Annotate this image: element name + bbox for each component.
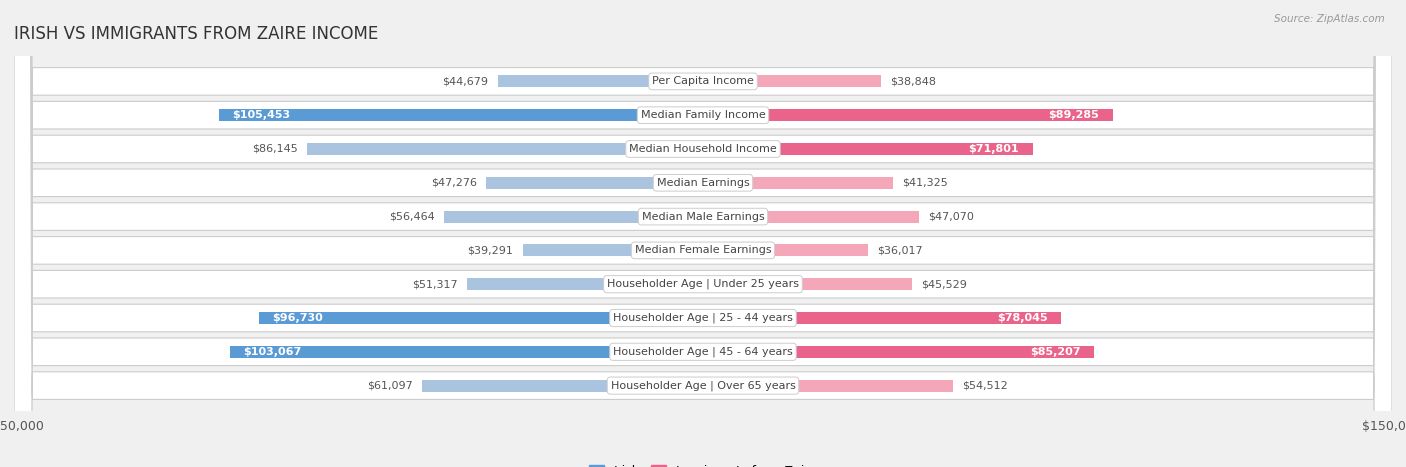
- FancyBboxPatch shape: [14, 0, 1392, 467]
- FancyBboxPatch shape: [14, 0, 1392, 467]
- Text: Householder Age | Under 25 years: Householder Age | Under 25 years: [607, 279, 799, 290]
- Bar: [703, 312, 1062, 324]
- FancyBboxPatch shape: [14, 0, 1392, 467]
- Bar: [486, 177, 703, 189]
- Text: Median Family Income: Median Family Income: [641, 110, 765, 120]
- Text: $38,848: $38,848: [890, 77, 936, 86]
- Bar: [703, 244, 869, 256]
- Text: $54,512: $54,512: [963, 381, 1008, 390]
- Text: Median Household Income: Median Household Income: [628, 144, 778, 154]
- Text: $96,730: $96,730: [273, 313, 323, 323]
- Text: Per Capita Income: Per Capita Income: [652, 77, 754, 86]
- Bar: [703, 143, 1033, 155]
- Text: $78,045: $78,045: [997, 313, 1047, 323]
- FancyBboxPatch shape: [14, 0, 1392, 467]
- Text: $105,453: $105,453: [232, 110, 291, 120]
- FancyBboxPatch shape: [14, 0, 1392, 467]
- Bar: [703, 75, 882, 87]
- Bar: [259, 312, 703, 324]
- Text: Median Male Earnings: Median Male Earnings: [641, 212, 765, 222]
- Text: $86,145: $86,145: [253, 144, 298, 154]
- Legend: Irish, Immigrants from Zaire: Irish, Immigrants from Zaire: [583, 460, 823, 467]
- Text: IRISH VS IMMIGRANTS FROM ZAIRE INCOME: IRISH VS IMMIGRANTS FROM ZAIRE INCOME: [14, 25, 378, 43]
- Bar: [444, 211, 703, 223]
- FancyBboxPatch shape: [14, 0, 1392, 467]
- Bar: [422, 380, 703, 392]
- Bar: [703, 177, 893, 189]
- Text: $47,276: $47,276: [430, 178, 477, 188]
- Bar: [229, 346, 703, 358]
- Text: $85,207: $85,207: [1031, 347, 1081, 357]
- Bar: [703, 109, 1114, 121]
- FancyBboxPatch shape: [14, 0, 1392, 467]
- Text: Householder Age | Over 65 years: Householder Age | Over 65 years: [610, 380, 796, 391]
- Text: Median Female Earnings: Median Female Earnings: [634, 245, 772, 255]
- FancyBboxPatch shape: [14, 0, 1392, 467]
- Text: Median Earnings: Median Earnings: [657, 178, 749, 188]
- Text: Householder Age | 45 - 64 years: Householder Age | 45 - 64 years: [613, 347, 793, 357]
- Text: $41,325: $41,325: [903, 178, 948, 188]
- Bar: [467, 278, 703, 290]
- Text: $71,801: $71,801: [969, 144, 1019, 154]
- Bar: [703, 211, 920, 223]
- FancyBboxPatch shape: [14, 0, 1392, 467]
- Bar: [703, 380, 953, 392]
- Bar: [523, 244, 703, 256]
- Text: $45,529: $45,529: [921, 279, 967, 289]
- Bar: [703, 346, 1094, 358]
- Text: $103,067: $103,067: [243, 347, 302, 357]
- FancyBboxPatch shape: [14, 0, 1392, 467]
- Bar: [703, 278, 912, 290]
- Text: $61,097: $61,097: [367, 381, 413, 390]
- Text: $47,070: $47,070: [928, 212, 974, 222]
- Text: Householder Age | 25 - 44 years: Householder Age | 25 - 44 years: [613, 313, 793, 323]
- Text: $56,464: $56,464: [388, 212, 434, 222]
- Text: $39,291: $39,291: [467, 245, 513, 255]
- Text: $89,285: $89,285: [1049, 110, 1099, 120]
- Bar: [498, 75, 703, 87]
- Text: $51,317: $51,317: [412, 279, 458, 289]
- Text: $36,017: $36,017: [877, 245, 924, 255]
- Text: $44,679: $44,679: [443, 77, 489, 86]
- Text: Source: ZipAtlas.com: Source: ZipAtlas.com: [1274, 14, 1385, 24]
- Bar: [219, 109, 703, 121]
- Bar: [308, 143, 703, 155]
